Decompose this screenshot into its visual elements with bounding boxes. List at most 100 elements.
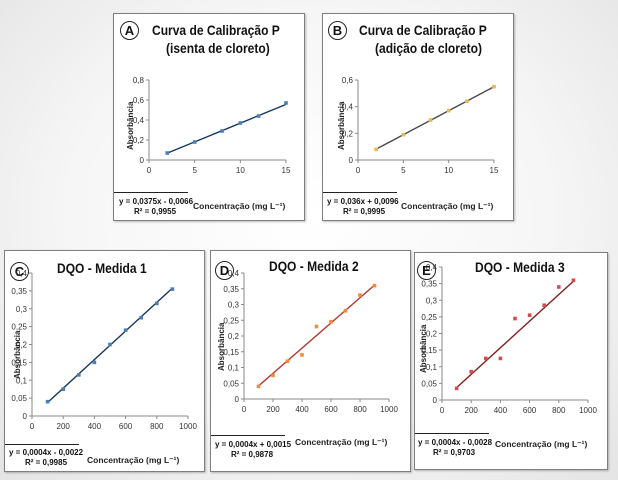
data-point [374,147,378,152]
data-point [45,399,50,404]
equation-underline [5,444,79,445]
y-tick-label: 0,25 [421,313,437,322]
data-point [256,384,261,389]
panel-label-badge: A [120,21,139,40]
x-tick-label: 0 [147,166,152,175]
y-tick-label: 0,3 [228,301,240,310]
x-tick-label: 600 [119,422,133,431]
y-tick-label: 0,4 [16,269,28,278]
y-tick-label: 0,25 [11,323,27,332]
x-tick-label: 15 [282,166,291,175]
y-tick-label: 0,35 [11,287,27,296]
r-squared-label: R² = 0,9703 [433,448,476,457]
y-tick-label: 0 [433,396,438,405]
chart-plot: 0 0,2 0,4 0,6 0 5 10 15 [342,76,499,175]
data-point [513,316,517,321]
data-point [170,287,175,291]
x-axis-label: Concentração (mg L⁻¹) [295,437,388,447]
y-tick-label: 0,35 [223,285,239,294]
data-point [469,369,473,374]
y-tick-label: 0,8 [133,76,145,85]
data-point [61,387,65,391]
x-tick-label: 200 [266,405,280,414]
data-point [465,99,469,104]
y-tick-label: 0,2 [426,330,438,339]
y-tick-label: 0,4 [133,116,145,125]
data-point [77,373,81,377]
y-tick-label: 0,6 [342,76,354,85]
chart-plot: 0 0,05 0,1 0,15 0,2 0,25 0,3 0,35 0,4 0 200 400 600 8… [11,269,197,431]
data-point [571,278,576,283]
data-point [271,373,275,378]
chart-panel-a: A Curva de Calibração P (isenta de clore… [113,13,305,221]
y-tick-label: 0,35 [421,280,437,289]
chart-title: DQO - Medida 1 [57,260,147,276]
chart-plot: 0 0,2 0,4 0,6 0,8 0 5 10 15 [133,76,291,175]
y-tick-label: 0,25 [223,316,239,325]
x-tick-label: 0 [242,405,247,414]
y-tick-label: 0 [235,395,240,404]
x-tick-label: 200 [57,422,71,431]
y-tick-label: 0,05 [11,394,27,403]
data-point [285,359,290,363]
chart-title: Curva de Calibração P [152,22,280,38]
data-point [498,356,503,361]
y-tick-label: 0,2 [133,136,145,145]
data-point [155,301,159,306]
r-squared-label: R² = 0,9985 [25,458,68,467]
x-tick-label: 5 [401,166,406,175]
data-point [92,360,97,365]
y-axis-label: Absorbância [217,322,226,371]
y-tick-label: 0,4 [342,103,354,112]
data-point [165,151,170,155]
trendline [167,103,287,154]
data-point [256,114,261,118]
x-tick-label: 800 [353,405,367,414]
chart-panel-c: C DQO - Medida 1 0 0,05 0,1 0,15 0,2 0,25 0,3 0… [4,250,205,472]
data-point [139,315,143,320]
y-tick-label: 0,6 [133,96,145,105]
trendline-equation: y = 0,0004x - 0,0028 [418,438,493,447]
x-tick-label: 15 [490,166,499,175]
data-point [542,303,546,308]
x-tick-label: 400 [295,405,309,414]
y-tick-label: 0,2 [16,341,28,350]
chart-subtitle: (isenta de cloreto) [166,40,270,56]
x-axis-label: Concentração (mg L⁻¹) [495,439,588,449]
trendline-equation: y = 0,0004x - 0,0022 [9,448,84,457]
x-tick-label: 200 [465,406,479,415]
x-tick-label: 600 [523,406,537,415]
data-point [108,342,112,347]
data-point [314,324,319,329]
y-tick-label: 0,15 [223,348,239,357]
equation-underline [114,192,188,193]
data-point [192,140,197,144]
data-point [401,132,406,137]
trendline [258,284,375,387]
x-tick-label: 0 [30,422,35,431]
data-point [557,285,561,289]
trendline [375,86,495,150]
y-tick-label: 0,05 [421,379,437,388]
data-point [372,283,377,288]
x-axis-label: Concentração (mg L⁻¹) [401,201,494,211]
y-tick-label: 0,4 [228,269,240,278]
data-point [492,84,496,89]
data-point [329,320,333,324]
x-tick-label: 600 [324,405,338,414]
chart-panel-d: D DQO - Medida 2 0 0,05 0,1 0,15 0,2 0,25 0,3 0… [210,250,411,472]
y-tick-label: 0,15 [421,346,437,355]
y-tick-label: 0,15 [11,358,27,367]
r-squared-label: R² = 0,9955 [134,207,177,216]
y-tick-label: 0 [349,156,354,165]
y-tick-label: 0,3 [426,296,438,305]
chart-title: DQO - Medida 3 [475,259,565,275]
x-tick-label: 1000 [179,422,197,431]
panel-label-badge: C [10,262,29,281]
chart-plot: 0 0,05 0,1 0,15 0,2 0,25 0,3 0,35 0,4 0 200 400 600 8… [223,269,398,414]
y-axis-label: Absorbância [419,324,428,373]
panel-label-badge: E [417,261,436,280]
x-tick-label: 400 [494,406,508,415]
y-tick-label: 0 [140,156,145,165]
y-tick-label: 0,3 [16,305,28,314]
